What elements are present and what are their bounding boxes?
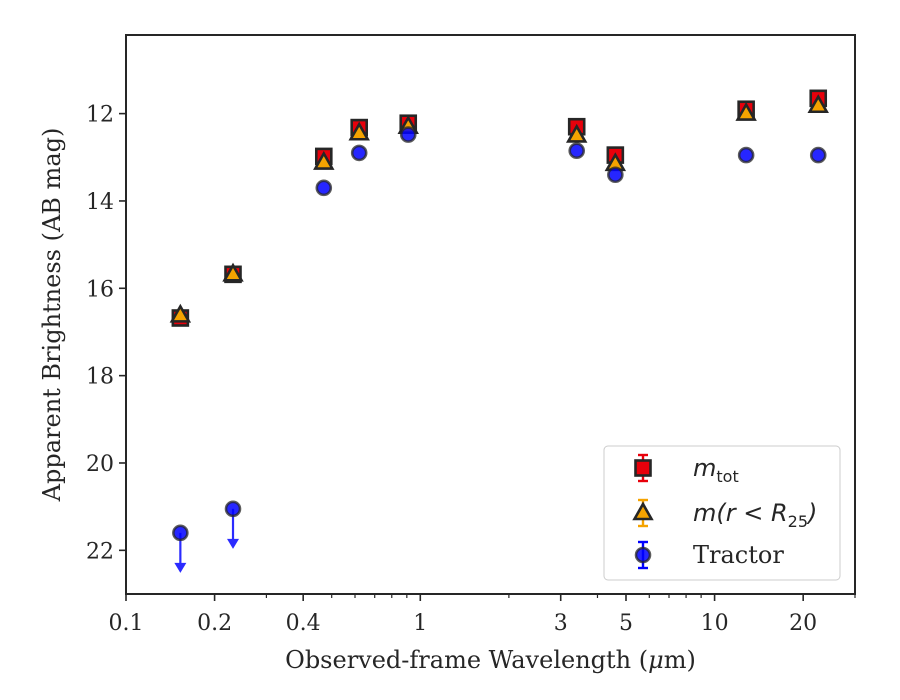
y-tick-label: 18 xyxy=(86,365,114,390)
x-tick-label: 20 xyxy=(789,611,817,636)
plot-frame xyxy=(125,34,856,595)
y-tick-label: 22 xyxy=(86,539,114,564)
x-axis-label: Observed-frame Wavelength (μm) xyxy=(285,646,696,674)
data-point-m-r25 xyxy=(313,150,335,170)
tick-labels-layer: 0.1 0.2 0.4 1 3 5 10 20 12 14 16 18 20 22 xyxy=(86,103,817,636)
data-point-m-r25 xyxy=(735,101,757,121)
data-point-m-r25 xyxy=(348,121,370,141)
legend-label-mtot: mtot xyxy=(693,454,739,486)
y-tick-label: 16 xyxy=(86,277,114,302)
upper-limit-arrowhead xyxy=(174,562,187,573)
x-tick-label: 5 xyxy=(619,611,633,636)
legend-label-m-r25: m(r < R25) xyxy=(693,499,817,531)
y-tick-label: 20 xyxy=(86,452,114,477)
y-tick-label: 12 xyxy=(86,103,114,128)
data-point-m-r25 xyxy=(169,303,192,323)
legend-marker-m-r25 xyxy=(632,501,654,521)
data-point-m-r25 xyxy=(807,94,829,114)
series-mtot xyxy=(171,89,828,327)
legend-box xyxy=(603,445,841,581)
data-point-tractor xyxy=(224,500,242,518)
series-tractor xyxy=(172,126,827,573)
data-point-tractor xyxy=(809,146,827,164)
legend-marker-tractor xyxy=(634,546,652,564)
data-point-tractor xyxy=(568,142,586,160)
x-tick-label: 1 xyxy=(413,611,427,636)
data-point-m-r25 xyxy=(222,262,244,282)
x-tick-label: 0.1 xyxy=(109,611,144,636)
data-point-tractor xyxy=(350,144,368,162)
data-points-layer xyxy=(169,89,829,573)
x-tick-label: 3 xyxy=(554,611,568,636)
x-tick-label: 10 xyxy=(701,611,729,636)
legend-marker-mtot xyxy=(634,459,652,477)
x-tick-label: 0.2 xyxy=(197,611,232,636)
data-point-tractor xyxy=(607,166,624,184)
data-point-tractor xyxy=(315,179,333,197)
legend-label-tractor: Tractor xyxy=(693,541,784,569)
upper-limit-arrowhead xyxy=(227,538,240,549)
legend: mtot m(r < R25) Tractor xyxy=(603,445,841,581)
legend-items xyxy=(632,453,654,570)
x-tick-label: 0.4 xyxy=(286,611,321,636)
data-point-m-r25 xyxy=(565,123,588,143)
data-point-tractor xyxy=(399,126,417,143)
y-tick-label: 14 xyxy=(86,190,114,215)
series-m-r25 xyxy=(169,94,829,323)
data-point-tractor xyxy=(172,524,189,542)
data-point-tractor xyxy=(737,146,755,164)
y-axis-label: Apparent Brightness (AB mag) xyxy=(38,128,66,503)
